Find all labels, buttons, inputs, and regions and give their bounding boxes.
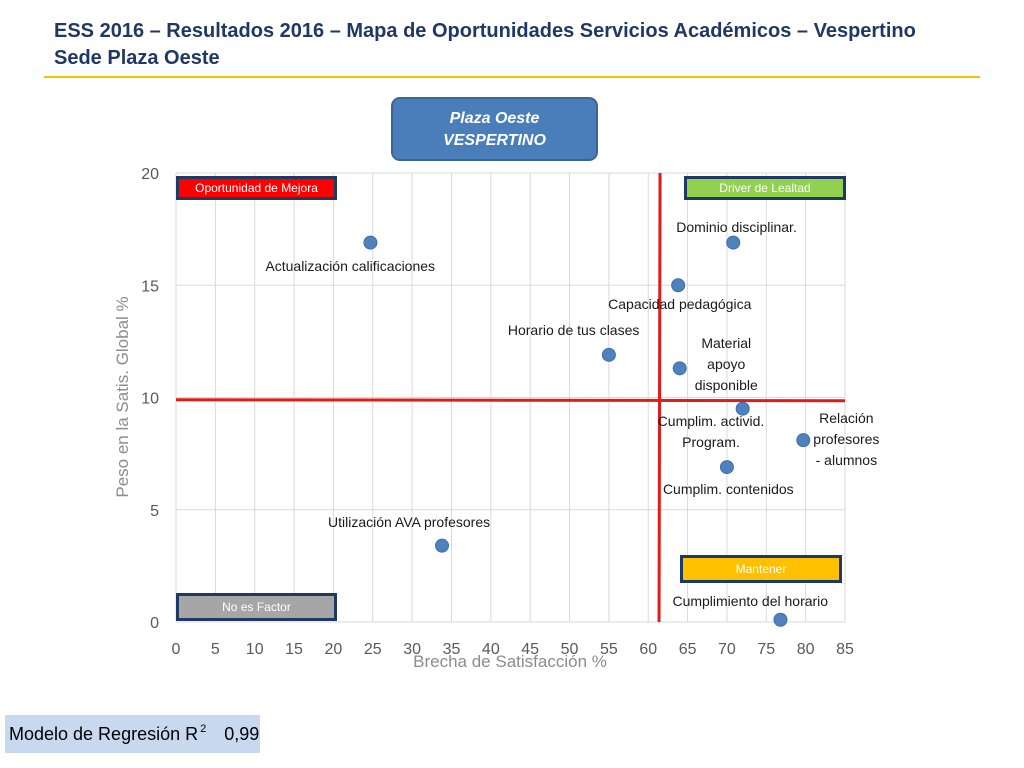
vertical-reference-line [657, 172, 662, 623]
y-tick-label: 10 [141, 391, 159, 408]
x-tick-label: 60 [639, 641, 657, 658]
quadrant-driver-label: Driver de Lealtad [684, 176, 846, 200]
point-label: Cumplimiento del horario [672, 592, 829, 609]
x-tick-label: 70 [718, 641, 736, 658]
y-tick-label: 5 [150, 503, 159, 520]
data-point [773, 612, 788, 627]
x-axis-label: Brecha de Satisfacción % [413, 652, 607, 671]
point-label: Material apoyo disponible [694, 335, 758, 394]
y-tick-label: 15 [141, 278, 159, 295]
data-point [726, 235, 741, 250]
scatter-chart: 0 5 10 15 20 25 30 35 40 45 50 55 60 65 70 75 80 85 0 5 10 15… [113, 166, 854, 671]
data-point [671, 278, 686, 293]
point-label: Cumplim. activid. Program. [657, 412, 765, 450]
point-label: Utilización AVA profesores [328, 513, 491, 530]
x-tick-label: 25 [364, 641, 382, 658]
grid-lines [175, 172, 846, 623]
point-label: Actualización calificaciones [265, 257, 436, 274]
point-label: Capacidad pedagógica [608, 296, 752, 313]
x-tick-label: 40 [482, 641, 500, 658]
x-tick-label: 85 [836, 641, 854, 658]
segment-box-line2: VESPERTINO [443, 132, 546, 149]
x-tick-label: 10 [246, 641, 264, 658]
x-tick-label: 65 [679, 641, 697, 658]
segment-box: Plaza Oeste VESPERTINO [391, 97, 598, 161]
tick-labels: 0 5 10 15 20 25 30 35 40 45 50 55 60 65 70 75 80 85 0 5 10 15… [141, 166, 854, 658]
x-tick-label: 5 [211, 641, 220, 658]
data-point [601, 347, 616, 362]
title-rule [44, 76, 980, 78]
data-point [672, 361, 687, 376]
data-point [435, 538, 450, 553]
x-tick-label: 55 [600, 641, 618, 658]
quadrant-mantener-label: Mantener [680, 555, 842, 583]
point-label: Cumplim. contenidos [662, 481, 794, 498]
horizontal-reference-line [175, 398, 846, 403]
regression-model-box: Modelo de Regresión R 2 0,99 [5, 715, 260, 753]
x-tick-label: 45 [521, 641, 539, 658]
data-point [735, 401, 750, 416]
model-value: 0,99 [224, 723, 260, 744]
page-title: ESS 2016 – Resultados 2016 – Mapa de Opo… [54, 18, 984, 72]
quadrant-no-factor-label: No es Factor [176, 593, 337, 621]
page-title-line1: ESS 2016 – Resultados 2016 – Mapa de Opo… [54, 20, 916, 42]
data-point [363, 235, 378, 250]
point-label: Relación profesores - alumnos [813, 410, 880, 469]
quadrant-oportunidad-label: Oportunidad de Mejora [176, 176, 337, 200]
page-title-line2: Sede Plaza Oeste [54, 47, 220, 69]
data-points [363, 235, 811, 627]
x-tick-label: 20 [325, 641, 343, 658]
segment-box-line1: Plaza Oeste [449, 110, 540, 127]
point-label: Dominio disciplinar. [676, 218, 797, 235]
model-superscript: 2 [200, 723, 207, 735]
data-point [719, 460, 734, 475]
y-tick-label: 20 [141, 166, 159, 183]
y-tick-label: 0 [150, 615, 159, 632]
model-label: Modelo de Regresión R [9, 723, 199, 744]
x-tick-label: 0 [172, 641, 181, 658]
reference-lines [175, 172, 846, 623]
x-tick-label: 80 [797, 641, 815, 658]
x-tick-label: 15 [285, 641, 303, 658]
point-label: Horario de tus clases [507, 321, 640, 338]
x-tick-label: 75 [757, 641, 775, 658]
x-tick-label: 35 [443, 641, 461, 658]
x-tick-label: 50 [561, 641, 579, 658]
data-point [796, 433, 811, 448]
x-tick-label: 30 [403, 641, 421, 658]
y-axis-label: Peso en la Satis. Global % [113, 296, 132, 497]
